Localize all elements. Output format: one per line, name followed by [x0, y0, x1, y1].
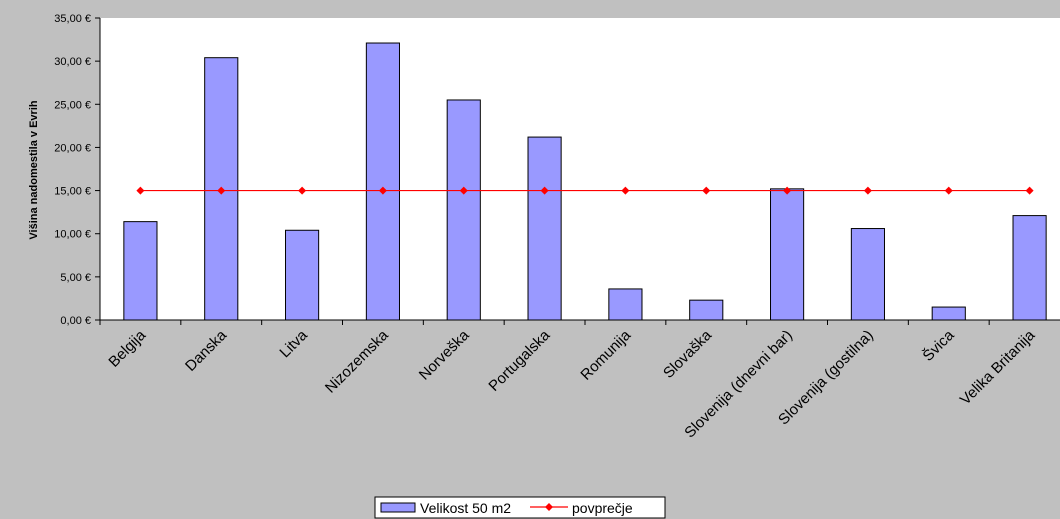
y-axis: 0,00 € 5,00 € 10,00 € 15,00 € 20,00 € 25,00 €…	[54, 13, 101, 327]
y-tick-label: 15,00 €	[54, 186, 91, 198]
y-tick-label: 10,00 €	[54, 229, 91, 241]
legend-label-bars: Velikost 50 m2	[420, 500, 511, 516]
y-tick-label: 35,00 €	[54, 13, 91, 25]
bar	[365, 42, 400, 321]
average-line-marker	[863, 186, 872, 195]
average-line-marker	[459, 186, 468, 195]
bar	[689, 299, 724, 321]
y-tick-label: 5,00 €	[60, 272, 91, 284]
x-tick-label: Belgija	[105, 326, 149, 370]
y-tick-label: 0,00 €	[60, 315, 91, 327]
average-line-marker	[378, 186, 387, 195]
bar	[1012, 215, 1047, 321]
x-tick-label: Nizozemska	[322, 326, 392, 396]
x-tick-label: Portugalska	[485, 326, 553, 394]
average-line-marker	[540, 186, 549, 195]
legend-line-marker	[545, 503, 553, 511]
bar	[446, 99, 481, 321]
average-line-marker	[621, 186, 630, 195]
x-tick-label: Norveška	[416, 326, 473, 383]
y-tick-label: 20,00 €	[54, 142, 91, 154]
bar-series	[123, 42, 1047, 321]
legend-bar-swatch	[380, 502, 416, 513]
bar	[285, 229, 320, 321]
average-line-series	[136, 186, 1034, 195]
average-line-marker	[783, 186, 792, 195]
y-tick-label: 25,00 €	[54, 99, 91, 111]
average-line-marker	[944, 186, 953, 195]
legend-label-line: povprečje	[572, 500, 633, 516]
average-line-marker	[702, 186, 711, 195]
x-axis: Belgija Danska Litva Nizozemska Norveška Port…	[99, 319, 1060, 441]
x-tick-label: Švica	[920, 326, 958, 364]
x-tick-label: Litva	[276, 326, 311, 361]
bar	[850, 228, 885, 321]
bar	[770, 188, 805, 321]
x-tick-label: Velika Britanija	[957, 326, 1039, 408]
bar	[123, 221, 158, 321]
average-line-marker	[1025, 186, 1034, 195]
bar	[931, 306, 966, 321]
x-tick-label: Slovaška	[660, 326, 716, 382]
plot-area	[100, 18, 1060, 320]
x-tick-label: Danska	[182, 326, 230, 374]
legend: Velikost 50 m2 povprečje	[374, 496, 666, 519]
bar	[527, 136, 562, 321]
average-line-marker	[136, 186, 145, 195]
y-tick-label: 30,00 €	[54, 56, 91, 68]
bar	[608, 288, 643, 321]
y-axis-title: Višina nadomestila v Evrih	[28, 100, 40, 239]
average-line-marker	[298, 186, 307, 195]
x-tick-label: Romunija	[577, 326, 634, 383]
average-line-marker	[217, 186, 226, 195]
legend-box	[374, 496, 666, 519]
